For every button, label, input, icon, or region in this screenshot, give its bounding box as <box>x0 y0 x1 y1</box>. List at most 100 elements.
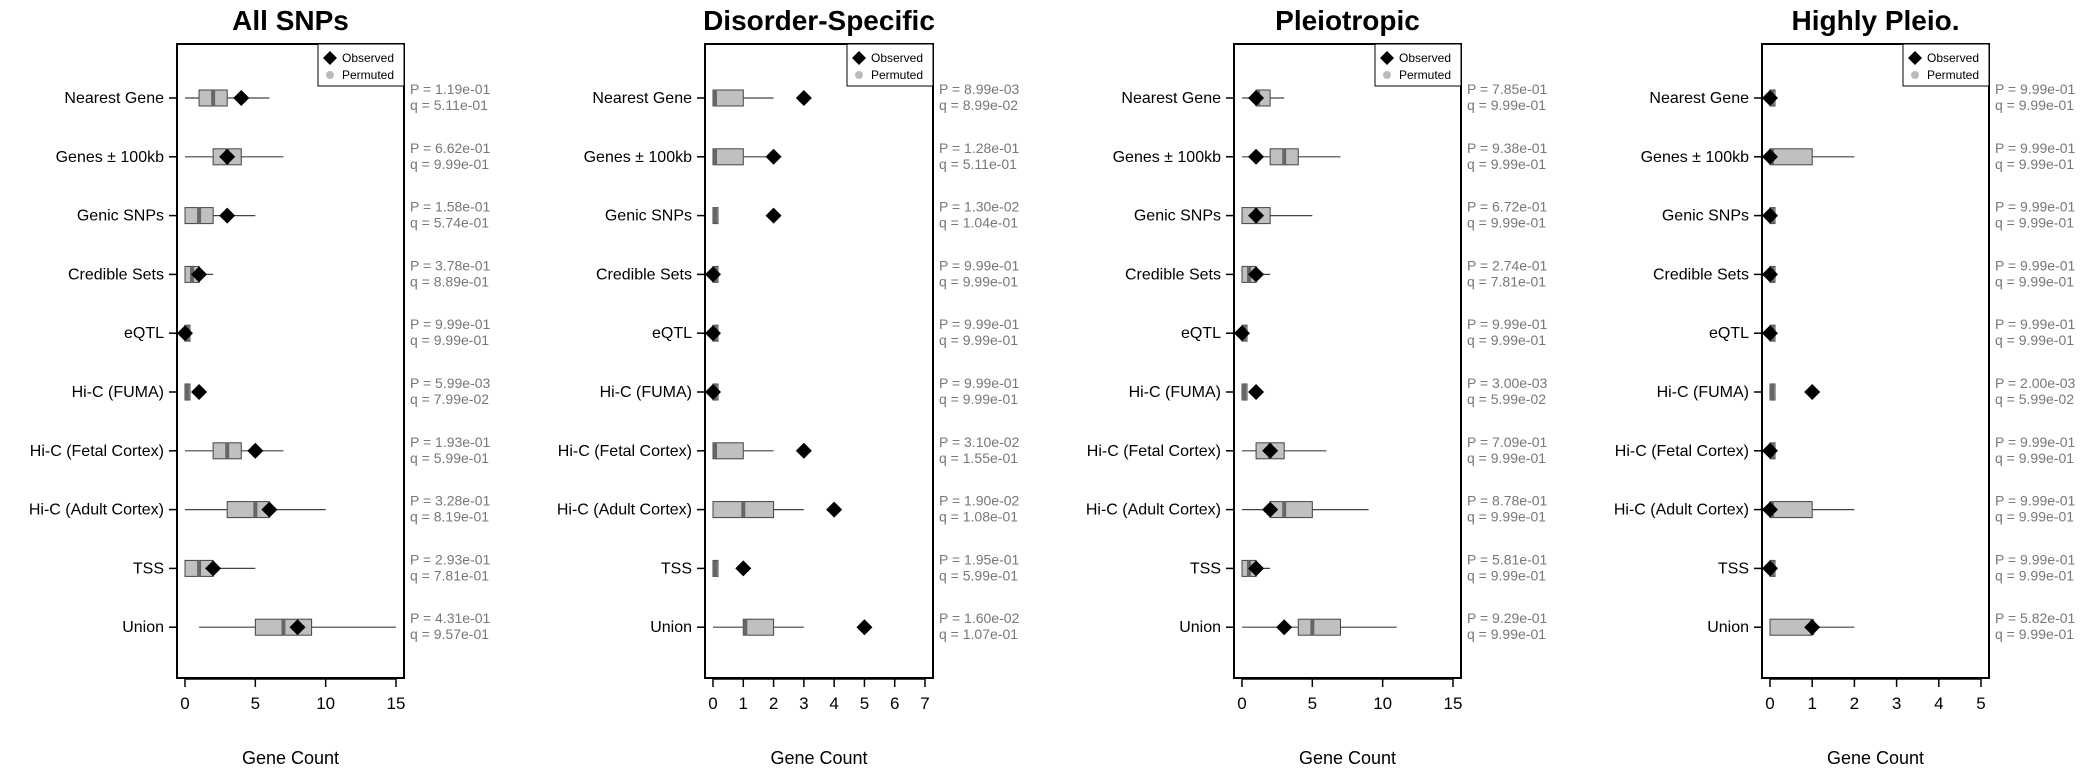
observed-point <box>1262 501 1279 518</box>
row-genes-100kb: Genes ± 100kb P = 1.28e-01q = 5.11e-01 <box>584 140 1020 172</box>
p-value: P = 2.00e-03 <box>1995 375 2076 391</box>
row-genic-snps: Genic SNPs P = 1.58e-01q = 5.74e-01 <box>77 199 491 231</box>
q-value: q = 5.74e-01 <box>410 215 489 231</box>
row-eqtl: eQTL P = 9.99e-01q = 9.99e-01 <box>124 316 491 348</box>
category-label: Union <box>1707 619 1749 636</box>
p-value: P = 9.99e-01 <box>1995 81 2076 97</box>
category-label: Hi-C (Adult Cortex) <box>1614 502 1749 519</box>
row-genic-snps: Genic SNPs P = 9.99e-01q = 9.99e-01 <box>1662 199 2076 231</box>
legend: Observed Permuted <box>1902 43 1990 87</box>
x-tick-label: 1 <box>739 694 748 713</box>
observed-point <box>1248 266 1265 283</box>
observed-point <box>1248 560 1265 577</box>
category-label: Hi-C (FUMA) <box>1129 384 1221 401</box>
q-value: q = 9.99e-01 <box>1995 626 2074 642</box>
observed-point <box>765 207 782 224</box>
legend-permuted-label: Permuted <box>1927 68 1979 82</box>
category-label: TSS <box>661 560 692 577</box>
row-genic-snps: Genic SNPs P = 1.30e-02q = 1.04e-01 <box>605 199 1020 231</box>
x-tick-label: 5 <box>860 694 869 713</box>
permuted-box <box>742 618 775 636</box>
q-value: q = 9.99e-01 <box>1995 273 2074 289</box>
p-value: P = 1.19e-01 <box>410 81 491 97</box>
panel-2: Disorder-Specific Observed Permuted 0 1 2 3 4 5 6… <box>557 5 1020 768</box>
q-value: q = 9.99e-01 <box>1467 332 1546 348</box>
p-value: P = 9.99e-01 <box>1995 434 2076 450</box>
category-label: Hi-C (FUMA) <box>72 384 164 401</box>
observed-point <box>826 501 843 518</box>
permuted-box <box>1297 618 1341 636</box>
legend-observed-marker <box>323 51 337 65</box>
p-value: P = 3.10e-02 <box>939 434 1020 450</box>
observed-point <box>795 442 812 459</box>
q-value: q = 9.57e-01 <box>410 626 489 642</box>
category-label: Union <box>122 619 164 636</box>
observed-point <box>705 325 721 342</box>
x-tick-label: 10 <box>1373 694 1392 713</box>
legend-box <box>1902 43 1990 87</box>
row-genes-100kb: Genes ± 100kb P = 6.62e-01q = 9.99e-01 <box>56 140 491 172</box>
p-value: P = 9.99e-01 <box>1995 493 2076 509</box>
p-value: P = 5.99e-03 <box>410 375 491 391</box>
x-tick-label: 15 <box>387 694 406 713</box>
legend-permuted-label: Permuted <box>1399 68 1451 82</box>
p-value: P = 1.90e-02 <box>939 493 1020 509</box>
category-label: Credible Sets <box>68 266 164 283</box>
observed-point <box>219 148 236 165</box>
p-value: P = 6.62e-01 <box>410 140 491 156</box>
panel-title: All SNPs <box>232 5 349 36</box>
observed-point <box>1762 90 1778 106</box>
row-nearest-gene: Nearest Gene P = 8.99e-03q = 8.99e-02 <box>592 81 1019 113</box>
row-credible-sets: Credible Sets P = 9.99e-01q = 9.99e-01 <box>1653 257 2076 289</box>
observed-point <box>247 442 264 459</box>
row-union: Union P = 1.60e-02q = 1.07e-01 <box>650 610 1019 642</box>
row-hi-c-adult-cortex: Hi-C (Adult Cortex) P = 8.78e-01q = 9.99e… <box>1086 493 1548 525</box>
x-axis-label: Gene Count <box>1299 748 1396 768</box>
q-value: q = 5.99e-01 <box>939 567 1018 583</box>
observed-point <box>1276 619 1293 636</box>
legend-observed-label: Observed <box>871 51 923 65</box>
x-axis-label: Gene Count <box>770 748 867 768</box>
category-label: Genic SNPs <box>1134 208 1221 225</box>
q-value: q = 9.99e-01 <box>939 391 1018 407</box>
row-hi-c-fuma: Hi-C (FUMA) P = 3.00e-03q = 5.99e-02 <box>1129 375 1548 407</box>
category-label: Hi-C (Adult Cortex) <box>557 502 692 519</box>
x-tick-label: 5 <box>1976 694 1985 713</box>
q-value: q = 9.99e-01 <box>1995 509 2074 525</box>
q-value: q = 5.99e-02 <box>1467 391 1546 407</box>
observed-point <box>705 384 721 400</box>
observed-point <box>1804 619 1821 636</box>
row-tss: TSS P = 9.99e-01q = 9.99e-01 <box>1718 551 2076 583</box>
category-label: Credible Sets <box>596 266 692 283</box>
q-value: q = 8.89e-01 <box>410 273 489 289</box>
x-tick-label: 2 <box>769 694 778 713</box>
legend-permuted-marker <box>1383 71 1391 79</box>
row-union: Union P = 5.82e-01q = 9.99e-01 <box>1707 610 2075 642</box>
category-label: Credible Sets <box>1653 266 1749 283</box>
observed-point <box>1762 442 1778 459</box>
plot-frame <box>1233 43 1462 679</box>
x-axis: 0 5 10 15 <box>180 678 406 713</box>
row-genes-100kb: Genes ± 100kb P = 9.99e-01q = 9.99e-01 <box>1641 140 2076 172</box>
category-label: Nearest Gene <box>1121 90 1221 107</box>
p-value: P = 3.28e-01 <box>410 493 491 509</box>
category-label: eQTL <box>1181 325 1221 342</box>
p-value: P = 9.99e-01 <box>1995 199 2076 215</box>
category-label: Genes ± 100kb <box>56 149 165 166</box>
p-value: P = 9.99e-01 <box>939 316 1020 332</box>
p-value: P = 9.99e-01 <box>1995 140 2076 156</box>
p-value: P = 7.85e-01 <box>1467 81 1548 97</box>
category-label: Hi-C (Adult Cortex) <box>1086 502 1221 519</box>
q-value: q = 1.08e-01 <box>939 509 1018 525</box>
category-label: Union <box>650 619 692 636</box>
x-tick-label: 2 <box>1850 694 1859 713</box>
row-nearest-gene: Nearest Gene P = 7.85e-01q = 9.99e-01 <box>1121 81 1547 113</box>
observed-point <box>191 266 208 283</box>
row-hi-c-adult-cortex: Hi-C (Adult Cortex) P = 1.90e-02q = 1.08e… <box>557 493 1020 525</box>
category-label: Genic SNPs <box>1662 208 1749 225</box>
panel-4: Highly Pleio. Observed Permuted 0 1 2 3 4 5 Gene … <box>1614 5 2076 768</box>
p-value: P = 1.28e-01 <box>939 140 1020 156</box>
observed-point <box>205 560 222 577</box>
p-value: P = 7.09e-01 <box>1467 434 1548 450</box>
p-value: P = 5.82e-01 <box>1995 610 2076 626</box>
